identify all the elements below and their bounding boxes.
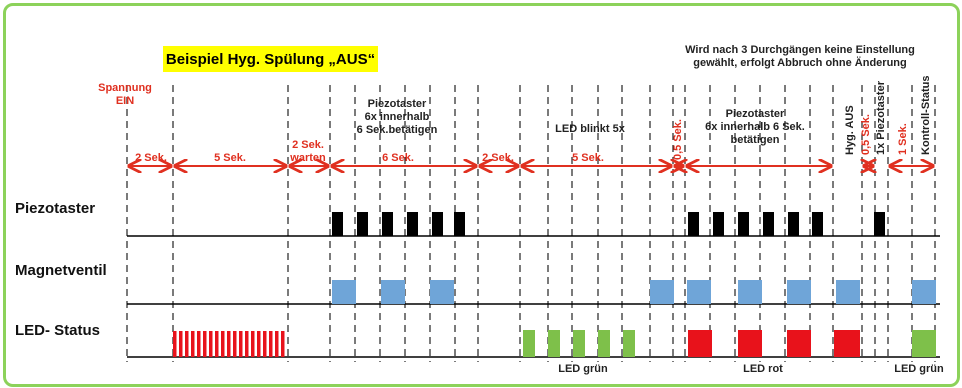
led-stripe-15 <box>263 331 267 357</box>
row-label-piezotaster: Piezotaster <box>15 200 96 217</box>
magnet-pulse-3 <box>650 280 674 304</box>
magnet-pulse-5 <box>738 280 762 304</box>
piezo-pulse-1 <box>357 212 368 236</box>
led-stripe-13 <box>251 331 255 357</box>
led-green-blink-2 <box>573 330 585 357</box>
led-red-block-3 <box>834 330 860 357</box>
piezo-pulse-8 <box>738 212 749 236</box>
led-stripe-0 <box>173 331 177 357</box>
duration-5sek-a: 5 Sek. <box>214 152 246 164</box>
vlabel-hyg-aus: Hyg. AUS <box>844 105 856 155</box>
vlabel-kontroll-status: Kontroll-Status <box>920 76 932 155</box>
led-stripe-14 <box>257 331 261 357</box>
row-label-magnetventil: Magnetventil <box>15 262 107 279</box>
led-green-blink-3 <box>598 330 610 357</box>
top-right-note: Wird nach 3 Durchgängen keine Einstellun… <box>685 44 915 69</box>
title-box: Beispiel Hyg. Spülung „AUS“ <box>163 46 378 72</box>
duration-6sek: 6 Sek. <box>382 152 414 164</box>
led-stripe-18 <box>281 331 285 357</box>
led-stripe-2 <box>185 331 189 357</box>
piezo-pulse-2 <box>382 212 393 236</box>
magnet-pulse-4 <box>687 280 711 304</box>
led-green-blink-1 <box>548 330 560 357</box>
led-red-block-2 <box>787 330 811 357</box>
led-stripe-7 <box>215 331 219 357</box>
led-red-block-1 <box>738 330 762 357</box>
piezo-pulse-9 <box>763 212 774 236</box>
piezo-pulse-11 <box>812 212 823 236</box>
phase-note-piezo-second: Piezotaster 6x innerhalb 6 Sek. betätige… <box>705 108 805 146</box>
duration-05sek-b: 0,5 Sek. <box>860 114 872 155</box>
led-stripe-5 <box>203 331 207 357</box>
duration-05sek-a: 0,5 Sek. <box>672 119 684 160</box>
bottom-label-led-gruen-1: LED grün <box>558 363 608 375</box>
bottom-label-led-gruen-2: LED grün <box>894 363 944 375</box>
duration-2sek-warten: 2 Sek. warten <box>290 139 326 164</box>
led-stripe-1 <box>179 331 183 357</box>
led-stripe-3 <box>191 331 195 357</box>
led-stripe-17 <box>275 331 279 357</box>
led-green-blink-4 <box>623 330 635 357</box>
led-stripe-4 <box>197 331 201 357</box>
led-stripe-8 <box>221 331 225 357</box>
piezo-pulse-12 <box>874 212 885 236</box>
magnet-pulse-2 <box>430 280 454 304</box>
led-red-block-0 <box>688 330 712 357</box>
piezo-pulse-3 <box>407 212 418 236</box>
piezo-pulse-0 <box>332 212 343 236</box>
magnet-pulse-0 <box>332 280 356 304</box>
piezo-pulse-10 <box>788 212 799 236</box>
bottom-label-led-rot: LED rot <box>743 363 783 375</box>
led-green-final <box>912 330 936 357</box>
duration-5sek-b: 5 Sek. <box>572 152 604 164</box>
duration-1sek: 1 Sek. <box>897 123 909 155</box>
title-text: Beispiel Hyg. Spülung „AUS“ <box>165 50 376 68</box>
led-green-blink-0 <box>523 330 535 357</box>
led-stripe-6 <box>209 331 213 357</box>
led-stripe-9 <box>227 331 231 357</box>
row-label-led-status: LED- Status <box>15 322 101 339</box>
magnet-pulse-8 <box>912 280 936 304</box>
magnet-pulse-1 <box>381 280 405 304</box>
duration-2sek-a: 2 Sek. <box>135 152 167 164</box>
spannung-ein-label: Spannung EIN <box>98 82 152 107</box>
led-stripe-12 <box>245 331 249 357</box>
piezo-pulse-7 <box>713 212 724 236</box>
piezo-pulse-4 <box>432 212 443 236</box>
piezo-pulse-6 <box>688 212 699 236</box>
piezo-pulse-5 <box>454 212 465 236</box>
phase-note-led-blinkt: LED blinkt 5x <box>555 123 625 135</box>
phase-note-piezo-first: Piezotaster 6x innerhalb 6 Sek.betätigen <box>356 98 438 136</box>
led-stripe-16 <box>269 331 273 357</box>
led-stripe-10 <box>233 331 237 357</box>
led-stripe-11 <box>239 331 243 357</box>
magnet-pulse-6 <box>787 280 811 304</box>
diagram-frame <box>3 3 960 387</box>
duration-2sek-b: 2 Sek. <box>482 152 514 164</box>
magnet-pulse-7 <box>836 280 860 304</box>
vlabel-1x-piezotaster: 1x Piezotaster <box>875 80 887 155</box>
